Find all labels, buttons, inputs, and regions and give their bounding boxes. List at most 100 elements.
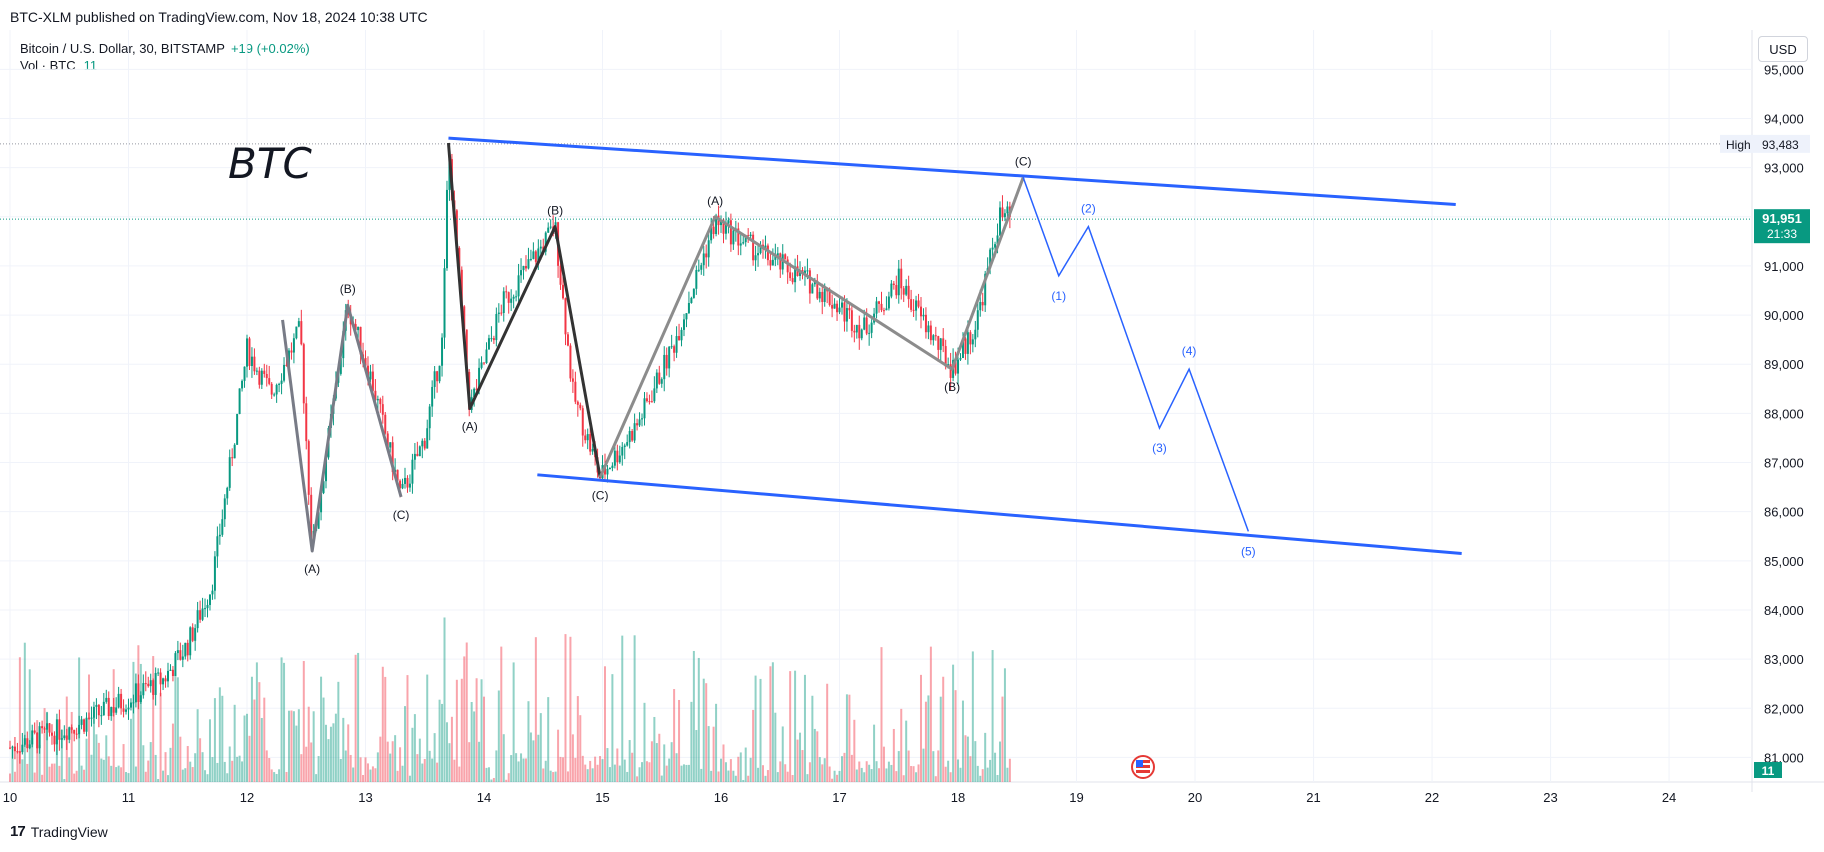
candle-body — [495, 314, 498, 341]
candle-body — [201, 608, 204, 620]
candle-body — [821, 291, 824, 302]
volume-bar — [692, 650, 695, 782]
elliott-waves: (A) (B) (C) (A) (B) (C) (A) (B) (C) — [281, 142, 1032, 576]
volume-bar — [831, 778, 834, 782]
volume-bar — [779, 761, 782, 782]
y-tick-label: 85,000 — [1764, 554, 1804, 569]
volume-bar — [371, 766, 374, 782]
volume-bar — [796, 739, 799, 782]
candle-body — [241, 380, 244, 389]
candle-body — [154, 672, 157, 695]
volume-bar — [702, 678, 705, 782]
candle-body — [648, 401, 651, 403]
candle-body — [73, 729, 76, 734]
volume-bar — [895, 771, 898, 782]
flag-icon[interactable] — [1131, 755, 1155, 779]
candle-body — [631, 431, 634, 441]
candle-body — [611, 465, 614, 469]
currency-button[interactable]: USD — [1758, 36, 1808, 62]
volume-badge — [1754, 762, 1782, 778]
volume-bar — [858, 761, 861, 782]
candle-body — [544, 232, 547, 252]
candle-body — [912, 309, 915, 311]
volume-bar — [206, 774, 209, 782]
candle-body — [238, 388, 241, 414]
volume-bar — [739, 752, 742, 782]
candle-body — [310, 494, 313, 540]
volume-bar — [169, 747, 172, 782]
candle-body — [1001, 207, 1004, 218]
x-tick-label: 17 — [832, 790, 846, 805]
candle-body — [547, 227, 550, 233]
volume-bar — [270, 769, 273, 782]
candle-body — [747, 235, 750, 237]
volume-bar — [473, 711, 476, 782]
wave-line — [281, 303, 403, 553]
high-value: 93,483 — [1762, 138, 1799, 152]
x-tick-label: 10 — [3, 790, 17, 805]
candle-body — [320, 493, 323, 513]
volume-bar — [379, 736, 382, 782]
volume-bar — [438, 699, 441, 782]
projection-label: (2) — [1081, 202, 1096, 216]
x-tick-label: 14 — [477, 790, 491, 805]
candle-body — [53, 735, 56, 745]
volume-bar — [697, 657, 700, 782]
symbol-line[interactable]: Bitcoin / U.S. Dollar, 30, BITSTAMP +19 (… — [20, 40, 310, 57]
candle-body — [181, 656, 184, 660]
volume-bar — [976, 765, 979, 782]
volume-bar — [265, 750, 268, 782]
volume-bar — [579, 715, 582, 782]
volume-bar — [855, 769, 858, 782]
volume-bar — [88, 674, 91, 782]
volume-bar — [307, 706, 310, 782]
candle-body — [9, 747, 11, 749]
volume-bar — [599, 756, 602, 782]
candle-body — [105, 697, 108, 702]
candle-body — [248, 338, 251, 367]
candle-body — [445, 189, 448, 269]
candle-body — [305, 403, 308, 442]
candle-body — [571, 378, 574, 382]
volume-bar — [853, 719, 856, 782]
y-tick-label: 95,000 — [1764, 62, 1804, 77]
y-tick-label: 90,000 — [1764, 308, 1804, 323]
candle-body — [167, 670, 170, 682]
candle-body — [784, 254, 787, 260]
candle-body — [381, 404, 384, 415]
volume-bar — [186, 746, 189, 782]
candle-body — [811, 284, 814, 294]
candle-body — [769, 260, 772, 266]
volume-bar — [305, 746, 308, 782]
channel-lines — [448, 136, 1462, 555]
volume-bar — [236, 756, 239, 782]
volume-bar — [273, 772, 276, 782]
volume-bar — [905, 720, 908, 782]
candle-body — [171, 669, 174, 677]
channel-lower-line — [537, 473, 1462, 555]
candle-body — [868, 332, 871, 334]
volume-bar — [406, 675, 409, 782]
candle-body — [189, 627, 192, 656]
candle-body — [169, 669, 172, 671]
volume-bar — [23, 642, 26, 782]
candle-body — [102, 701, 105, 716]
volume-bar — [171, 723, 174, 782]
volume-bar — [628, 740, 631, 782]
candle-body — [806, 270, 809, 272]
candle-body — [371, 371, 374, 391]
candle-body — [991, 247, 994, 250]
x-tick-label: 11 — [122, 790, 136, 805]
volume-bar — [423, 758, 426, 782]
volume-bar — [258, 682, 261, 782]
candle-body — [127, 707, 130, 710]
volume-bar — [764, 775, 767, 782]
candle-body — [292, 338, 295, 353]
volume-bar — [16, 751, 19, 782]
candle-body — [840, 302, 843, 308]
volume-bar — [354, 654, 357, 782]
candle-body — [789, 272, 792, 279]
candle-body — [929, 325, 932, 341]
volume-bar — [986, 767, 989, 782]
